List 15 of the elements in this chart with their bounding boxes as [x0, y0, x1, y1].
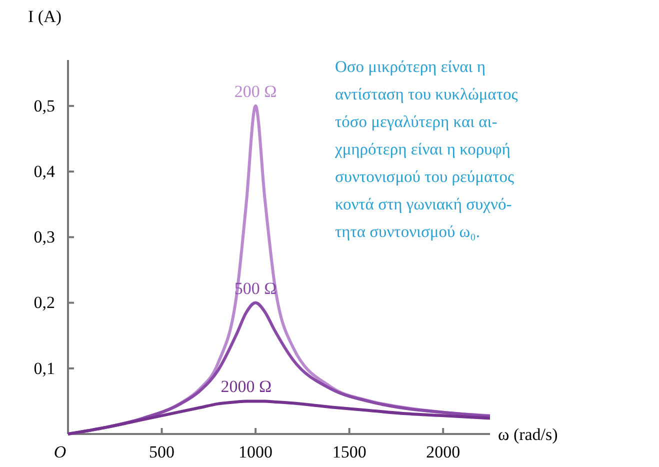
- y-tick-label: 0,4: [34, 162, 56, 181]
- x-axis-title: ω (rad/s): [498, 425, 558, 444]
- series-label: 2000 Ω: [220, 377, 272, 396]
- y-tick-label: 0,5: [34, 96, 55, 116]
- x-tick-label: O: [54, 442, 66, 462]
- x-tick-label: 500: [149, 442, 175, 462]
- x-tick-label: 2000: [426, 442, 460, 462]
- series-label: 200 Ω: [234, 82, 277, 101]
- y-tick-label: 0,1: [34, 358, 55, 378]
- x-tick-label: 1000: [238, 442, 273, 462]
- x-tick-label: 1500: [332, 442, 366, 462]
- y-axis-title: I (A): [28, 7, 62, 26]
- y-tick-label: 0,2: [34, 293, 55, 312]
- annotation: Οσο μικρότερη είναι η αντίσταση του κυκλώματος τόσο μεγαλύτερη και αι- χμηρότερη είναι η κορυφή συντονισμού του ρεύματος κοντά στη γωνιακή συχνό- τητα συντονισμού ω₀.: [334, 57, 518, 241]
- y-tick-label: 0,3: [34, 228, 55, 247]
